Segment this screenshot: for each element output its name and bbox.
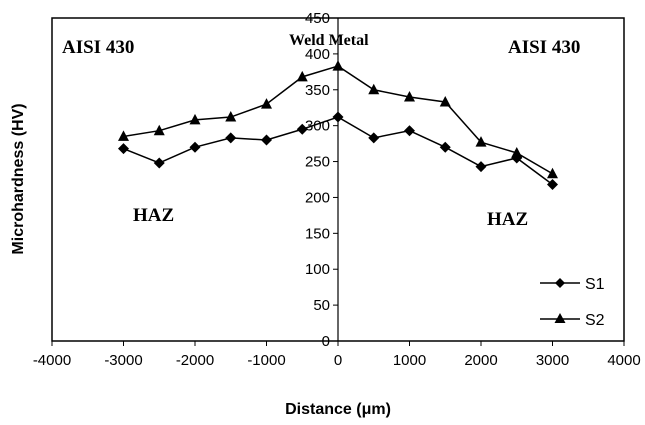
y-tick-label: 0: [322, 333, 330, 350]
x-tick-label: 1000: [393, 352, 426, 369]
series-layer: [118, 60, 558, 191]
data-point-s1: [153, 157, 165, 169]
data-point-s2: [332, 60, 344, 71]
data-point-s1: [189, 141, 201, 153]
data-point-s2: [118, 130, 129, 141]
annotation-weld-metal: Weld Metal: [289, 32, 369, 49]
data-point-s2: [261, 98, 272, 109]
legend-s1-label: S1: [585, 276, 605, 293]
data-point-s1: [225, 132, 237, 144]
x-tick-label: -2000: [176, 352, 214, 369]
data-point-s1: [475, 161, 487, 173]
data-point-s2: [511, 146, 523, 158]
data-point-s2: [368, 83, 380, 95]
x-tick-label: 3000: [536, 352, 569, 369]
ticks-layer: -4000 -3000 -2000 -1000 0 1000 2000 3000 4000 0 50…: [33, 10, 641, 369]
annotation-aisi-right: AISI 430: [508, 37, 580, 58]
data-point-s2: [404, 90, 415, 102]
y-tick-label: 450: [305, 10, 330, 27]
y-axis-title: Microhardness (HV): [10, 103, 27, 254]
data-point-s2: [296, 70, 308, 82]
data-point-s1: [332, 111, 344, 123]
data-point-s2: [547, 167, 558, 179]
x-tick-label: -1000: [247, 352, 285, 369]
data-point-s1: [296, 123, 308, 135]
y-tick-label: 200: [305, 189, 330, 206]
x-axis-title: Distance (μm): [285, 401, 391, 418]
data-point-s1: [261, 134, 272, 146]
annotation-haz-right: HAZ: [487, 209, 528, 230]
x-tick-label: 0: [334, 352, 342, 369]
x-tick-label: -3000: [104, 352, 142, 369]
annotation-aisi-left: AISI 430: [62, 37, 134, 58]
y-tick-label: 100: [305, 261, 330, 278]
legend-s1-marker: [555, 278, 565, 288]
annotation-haz-left: HAZ: [133, 205, 174, 226]
y-tick-label: 400: [305, 46, 330, 63]
legend: S1 S2: [540, 276, 605, 329]
data-point-s2: [225, 111, 237, 122]
y-tick-label: 250: [305, 154, 330, 171]
legend-s2-label: S2: [585, 312, 605, 329]
data-point-s1: [404, 125, 415, 137]
x-tick-label: 2000: [464, 352, 497, 369]
x-tick-label: -4000: [33, 352, 71, 369]
data-point-s1: [439, 141, 451, 153]
y-tick-label: 150: [305, 225, 330, 242]
data-point-s1: [118, 143, 129, 155]
data-point-s2: [153, 124, 165, 136]
data-point-s1: [547, 179, 558, 191]
y-tick-label: 50: [313, 297, 330, 314]
x-tick-label: 4000: [607, 352, 640, 369]
data-point-s2: [189, 113, 201, 125]
y-tick-label: 350: [305, 82, 330, 99]
data-point-s2: [439, 95, 451, 107]
data-point-s1: [368, 132, 380, 144]
legend-s2-marker: [554, 313, 566, 323]
y-tick-label: 300: [305, 118, 330, 135]
data-point-s2: [475, 136, 487, 147]
